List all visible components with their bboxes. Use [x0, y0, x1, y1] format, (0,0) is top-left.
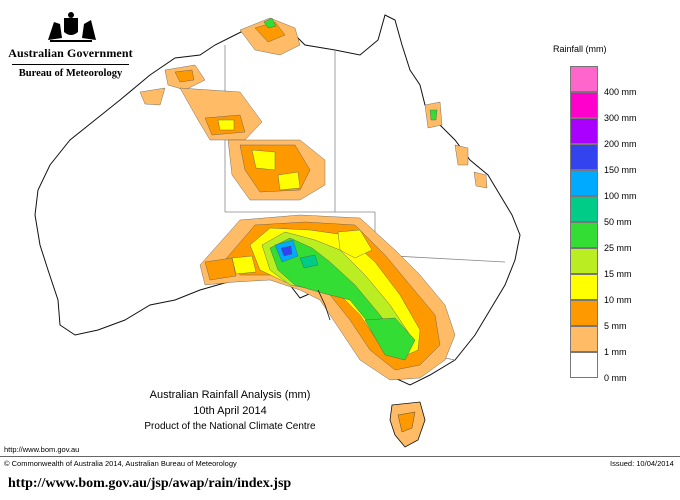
legend-label: 0 mm [604, 373, 627, 383]
legend-swatch [570, 326, 598, 352]
legend-swatch [570, 222, 598, 248]
issued-date: Issued: 10/04/2014 [610, 459, 674, 468]
rain-south [199, 214, 456, 381]
legend-label: 50 mm [604, 217, 632, 227]
legend-label: 150 mm [604, 165, 637, 175]
legend-swatch [570, 170, 598, 196]
legend-swatch [570, 118, 598, 144]
legend-label: 100 mm [604, 191, 637, 201]
rain-north [139, 17, 488, 201]
legend-label: 1 mm [604, 347, 627, 357]
footer-divider [0, 456, 680, 457]
legend-title: Rainfall (mm) [553, 44, 607, 54]
legend-label: 10 mm [604, 295, 632, 305]
government-title: Australian Government [8, 46, 133, 60]
legend-swatch [570, 300, 598, 326]
rainfall-map [34, 14, 521, 448]
legend-label: 15 mm [604, 269, 632, 279]
legend-label: 200 mm [604, 139, 637, 149]
legend-swatch [570, 66, 598, 92]
coat-of-arms-icon [47, 12, 96, 42]
legend-label: 400 mm [604, 87, 637, 97]
legend-label: 5 mm [604, 321, 627, 331]
map-credit: Product of the National Climate Centre [144, 421, 316, 432]
legend-swatch [570, 92, 598, 118]
legend-swatch [570, 196, 598, 222]
map-date: 10th April 2014 [193, 405, 267, 417]
legend-swatch [570, 144, 598, 170]
government-header: Australian Government Bureau of Meteorol… [8, 10, 133, 79]
header-divider [12, 64, 129, 65]
bom-website: http://www.bom.gov.au [4, 445, 80, 454]
bureau-name: Bureau of Meteorology [18, 68, 123, 79]
legend-swatch [570, 248, 598, 274]
source-url[interactable]: http://www.bom.gov.au/jsp/awap/rain/inde… [8, 476, 292, 491]
copyright-notice: © Commonwealth of Australia 2014, Austra… [4, 459, 237, 468]
map-title: Australian Rainfall Analysis (mm) [149, 389, 311, 401]
legend-swatch [570, 274, 598, 300]
legend-label: 25 mm [604, 243, 632, 253]
legend-label: 300 mm [604, 113, 637, 123]
legend-swatch [570, 352, 598, 378]
